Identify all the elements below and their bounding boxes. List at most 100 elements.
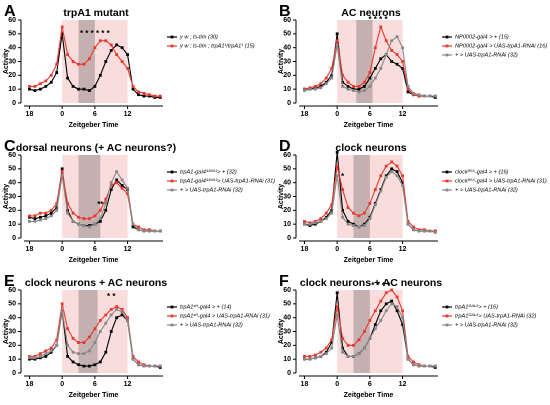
legend-label: trpA1ˢᴴ-gal4 > UAS-trpA1-RNAi (31) — [180, 312, 270, 319]
data-point — [390, 167, 394, 171]
legend-marker — [445, 188, 449, 192]
y-axis-label: Activity — [3, 319, 10, 344]
data-point — [379, 189, 383, 193]
data-point — [82, 62, 86, 66]
data-point — [77, 222, 80, 226]
data-point — [324, 352, 328, 356]
data-point — [395, 309, 399, 313]
data-point — [88, 57, 91, 61]
data-point — [98, 220, 102, 223]
data-point — [55, 338, 59, 342]
data-point — [28, 214, 31, 218]
y-tick-label: 0 — [12, 235, 16, 242]
data-point — [401, 67, 404, 70]
data-point — [77, 363, 80, 367]
data-point — [158, 94, 162, 98]
data-point — [384, 291, 388, 295]
data-point — [66, 343, 70, 347]
data-point — [120, 310, 124, 314]
data-point — [120, 178, 124, 182]
data-point — [88, 89, 91, 92]
data-point — [341, 208, 345, 212]
data-point — [60, 174, 64, 178]
data-point — [33, 217, 37, 221]
data-point — [33, 356, 37, 360]
data-point — [109, 330, 113, 333]
data-point — [363, 346, 366, 350]
legend-marker — [170, 179, 174, 183]
data-point — [401, 316, 404, 320]
data-point — [352, 85, 355, 88]
x-tick-label: 6 — [93, 246, 97, 253]
data-point — [120, 307, 124, 311]
y-tick-label: 20 — [283, 72, 291, 79]
data-point — [137, 363, 140, 367]
data-point — [352, 355, 355, 358]
legend-label: + > UAS-trpA1-RNAi (32) — [455, 52, 518, 58]
data-point — [60, 309, 64, 313]
chart-title: clock neurons + AC neurons — [25, 277, 167, 289]
x-tick-label: 12 — [399, 381, 407, 388]
data-point — [373, 203, 377, 207]
data-point — [142, 229, 146, 233]
data-point — [38, 82, 42, 86]
x-tick-label: 18 — [301, 246, 309, 253]
annotation: * — [341, 172, 345, 181]
data-point — [55, 343, 59, 347]
data-point — [66, 76, 70, 80]
data-point — [352, 343, 355, 347]
y-tick-label: 50 — [283, 166, 291, 173]
legend-label: trpA1-gal4⁴⁸⁶⁶¹> UAS-trpA1-RNAi (31) — [180, 177, 275, 184]
panel-letter: A — [4, 3, 16, 20]
x-tick-label: 18 — [301, 381, 309, 388]
data-point — [88, 217, 91, 221]
legend-label: + > UAS-trpA1-RNAi (32) — [455, 187, 518, 193]
data-point — [104, 350, 108, 354]
y-tick-label: 10 — [8, 356, 16, 363]
data-point — [330, 203, 334, 207]
y-tick-label: 10 — [8, 221, 16, 228]
y-tick-label: 20 — [283, 342, 291, 349]
data-point — [341, 188, 345, 191]
data-point — [379, 67, 383, 70]
data-point — [60, 170, 64, 173]
legend-marker — [170, 188, 174, 192]
data-point — [71, 337, 75, 340]
legend-label: y w ; ls-tim (30) — [179, 34, 218, 40]
y-tick-label: 60 — [8, 17, 16, 24]
data-point — [346, 80, 350, 84]
data-point — [319, 355, 323, 358]
y-tick-label: 40 — [283, 315, 291, 322]
legend-label: trpA1-gal4⁴⁸⁶⁶¹> + (32) — [180, 168, 237, 175]
data-point — [379, 309, 383, 313]
data-point — [28, 356, 31, 360]
data-point — [98, 330, 102, 333]
data-point — [71, 85, 75, 88]
legend-label: y w ; ls-tim ; trpA1¹/trpA1¹ (15) — [179, 43, 255, 49]
data-point — [38, 215, 42, 219]
panel-letter: D — [279, 138, 291, 155]
data-point — [55, 208, 59, 212]
data-point — [433, 94, 437, 98]
data-point — [60, 167, 64, 171]
data-point — [406, 357, 410, 361]
data-point — [346, 222, 350, 226]
data-point — [109, 49, 113, 52]
data-point — [395, 62, 399, 66]
data-point — [373, 67, 377, 70]
data-point — [115, 316, 119, 320]
legend-label: trpA1ˢᴴ-gal4 > + (14) — [180, 303, 232, 310]
chart-title: AC neurons — [341, 7, 401, 19]
data-point — [104, 39, 108, 43]
data-point — [126, 53, 129, 56]
data-point — [357, 352, 361, 356]
data-point — [319, 82, 323, 86]
data-point — [33, 85, 37, 88]
data-point — [49, 80, 53, 84]
data-point — [417, 364, 421, 368]
y-tick-label: 60 — [283, 17, 291, 24]
data-point — [313, 85, 317, 88]
x-tick-label: 6 — [93, 111, 97, 118]
